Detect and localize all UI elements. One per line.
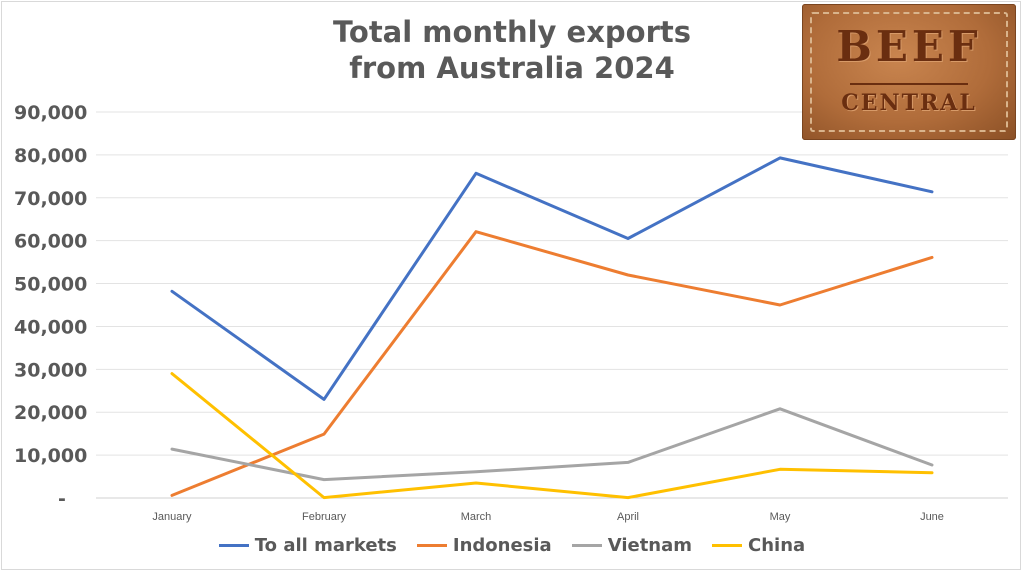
y-tick-label: 50,000 — [14, 274, 87, 296]
y-tick-label: 80,000 — [14, 145, 87, 167]
x-tick-label: April — [617, 511, 639, 523]
legend-item: China — [712, 535, 805, 556]
legend-label: Indonesia — [452, 535, 552, 556]
y-tick-label: 90,000 — [14, 102, 87, 124]
y-tick-label: 30,000 — [14, 359, 87, 381]
legend-label: To all markets — [254, 535, 397, 556]
y-tick-label: - — [58, 488, 66, 510]
y-tick-label: 20,000 — [14, 402, 87, 424]
legend-label: China — [748, 535, 806, 556]
x-tick-label: March — [461, 511, 492, 523]
x-tick-label: June — [920, 511, 944, 523]
series-line-indonesia — [170, 230, 934, 497]
x-tick-label: January — [152, 511, 192, 523]
chart-title-line-2: from Australia 2024 — [349, 51, 675, 85]
series-line-to-all-markets — [170, 156, 934, 401]
y-tick-label: 10,000 — [14, 445, 87, 467]
chart-title: Total monthly exports from Australia 202… — [262, 14, 762, 86]
beef-central-logo: BEEF CENTRAL — [802, 4, 1016, 140]
chart-title-line-1: Total monthly exports — [332, 15, 692, 49]
logo-ornament — [850, 83, 968, 85]
legend-swatch — [712, 544, 743, 547]
legend-item: Indonesia — [416, 535, 552, 556]
x-tick-label: May — [770, 511, 791, 523]
legend-swatch — [218, 544, 249, 547]
legend-item: Vietnam — [571, 535, 693, 556]
series-line-china — [170, 372, 934, 500]
y-tick-label: 40,000 — [14, 316, 87, 338]
legend-item: To all markets — [218, 535, 397, 556]
logo-stitching — [810, 12, 1008, 132]
legend-swatch — [416, 544, 447, 547]
x-tick-label: February — [302, 511, 347, 523]
y-tick-label: 60,000 — [14, 231, 87, 253]
legend-swatch — [571, 544, 602, 547]
logo-beef-text: BEEF — [836, 22, 982, 71]
legend-label: Vietnam — [607, 535, 693, 556]
chart-legend: To all markets Indonesia Vietnam China — [0, 535, 1024, 556]
y-tick-label: 70,000 — [14, 188, 87, 210]
series-line-vietnam — [170, 407, 934, 482]
logo-central-text: CENTRAL — [841, 90, 977, 116]
